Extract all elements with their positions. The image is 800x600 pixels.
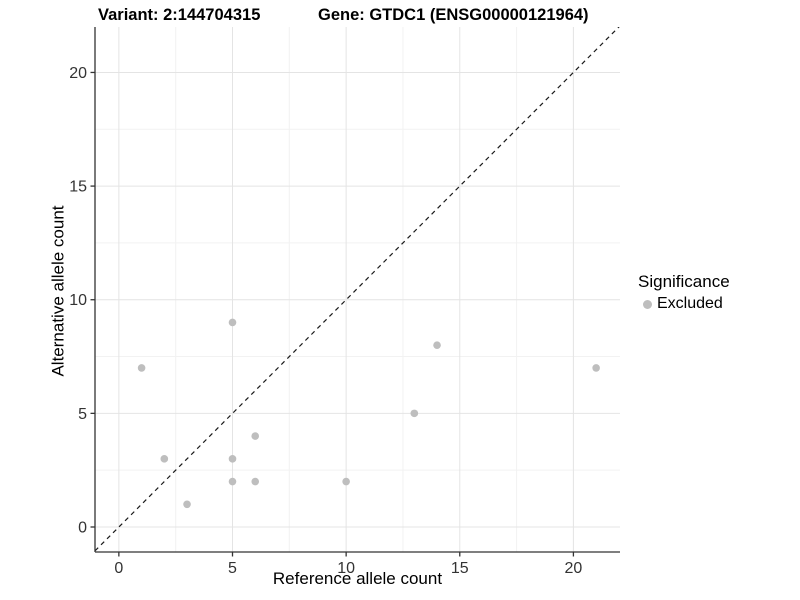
plot-title-gene: Gene: GTDC1 (ENSG00000121964) [318,6,589,24]
x-tick-label: 5 [228,560,237,577]
x-axis-title: Reference allele count [272,569,443,588]
y-axis-title: Alternative allele count [48,205,68,377]
y-tick-label: 15 [69,179,87,196]
data-point [228,455,237,463]
plot-title-variant: Variant: 2:144704315 [98,6,261,24]
legend-item-excluded: Excluded [643,295,730,313]
x-tick-label: 10 [337,560,355,577]
data-point [183,500,191,509]
data-point [160,455,169,463]
data-point [228,318,237,327]
y-tick-label: 0 [78,520,87,537]
data-point [433,341,441,349]
legend-item-label: Excluded [657,295,723,312]
data-point [342,477,350,486]
legend-point-icon [643,299,652,309]
identity-line [95,27,620,552]
data-point [410,409,419,418]
data-point [228,477,237,486]
legend: Significance Excluded [638,272,730,313]
x-tick-label: 20 [565,560,583,577]
y-tick-label: 10 [69,292,87,309]
data-point [592,364,600,372]
y-tick-label: 5 [78,406,87,423]
legend-title: Significance [638,272,730,291]
data-point [137,364,146,372]
y-tick-label: 20 [69,65,87,82]
x-tick-label: 15 [451,560,469,577]
x-tick-label: 0 [114,560,123,577]
data-point [251,477,260,486]
data-point [251,432,260,440]
